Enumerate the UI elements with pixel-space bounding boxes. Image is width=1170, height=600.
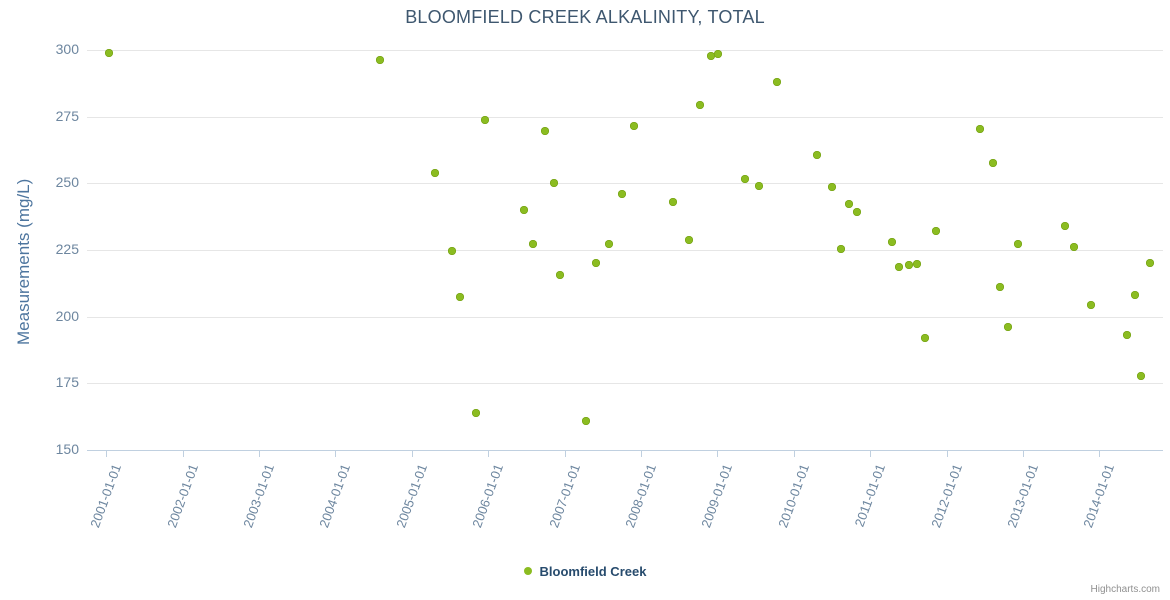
scatter-point[interactable] (105, 49, 114, 58)
scatter-point[interactable] (812, 150, 821, 159)
scatter-point[interactable] (996, 282, 1005, 291)
scatter-point[interactable] (1003, 323, 1012, 332)
scatter-point[interactable] (696, 100, 705, 109)
scatter-point[interactable] (519, 206, 528, 214)
scatter-point[interactable] (1060, 222, 1069, 230)
x-axis-tick-mark (794, 451, 795, 457)
x-axis-tick-mark (259, 451, 260, 457)
x-axis-tick-mark (488, 451, 489, 457)
scatter-point[interactable] (447, 247, 456, 256)
y-axis-tick-label: 275 (55, 107, 79, 124)
scatter-point[interactable] (617, 190, 626, 198)
x-axis-tick-mark (641, 451, 642, 457)
scatter-point[interactable] (853, 207, 862, 216)
x-axis-tick-label: 2004-01-01 (316, 462, 354, 530)
y-axis-tick-label: 300 (55, 41, 79, 57)
y-axis-tick-label: 250 (55, 174, 79, 191)
scatter-point[interactable] (755, 182, 764, 190)
scatter-point[interactable] (904, 260, 913, 269)
x-axis-tick-mark (565, 451, 566, 457)
legend-item-label: Bloomfield Creek (539, 564, 647, 580)
scatter-point[interactable] (887, 238, 896, 247)
x-axis-tick-mark (717, 451, 718, 457)
x-axis-line (87, 450, 1163, 451)
scatter-point[interactable] (668, 198, 677, 206)
x-axis-tick-label: 2003-01-01 (240, 462, 278, 530)
scatter-point[interactable] (549, 178, 558, 187)
x-axis-tick-label: 2001-01-01 (87, 462, 125, 530)
scatter-point[interactable] (913, 260, 922, 269)
scatter-point[interactable] (456, 292, 465, 301)
scatter-point[interactable] (895, 263, 904, 272)
legend-item-bloomfield-creek[interactable]: Bloomfield Creek (523, 563, 647, 580)
y-gridline (87, 117, 1163, 118)
scatter-point[interactable] (920, 334, 929, 342)
y-gridline (87, 50, 1163, 51)
scatter-point[interactable] (844, 200, 853, 209)
scatter-point[interactable] (630, 122, 639, 130)
x-axis-tick-label: 2009-01-01 (698, 462, 736, 530)
x-axis-tick-label: 2002-01-01 (163, 462, 201, 530)
x-axis-tick-mark (870, 451, 871, 457)
x-axis-tick-label: 2013-01-01 (1004, 462, 1042, 530)
scatter-point[interactable] (1130, 291, 1139, 300)
y-axis-tick-label: 175 (55, 374, 79, 391)
scatter-point[interactable] (592, 258, 601, 267)
scatter-point[interactable] (1146, 259, 1155, 268)
scatter-point[interactable] (1137, 371, 1146, 380)
y-gridline (87, 250, 1163, 251)
scatter-point[interactable] (706, 52, 715, 61)
x-axis-tick-label: 2011-01-01 (851, 462, 889, 529)
y-axis-tick-label: 225 (55, 241, 79, 257)
y-gridline (87, 183, 1163, 184)
scatter-point[interactable] (375, 55, 384, 64)
scatter-point[interactable] (931, 227, 940, 236)
scatter-point[interactable] (714, 50, 723, 58)
scatter-point[interactable] (773, 78, 782, 86)
scatter-point[interactable] (541, 126, 550, 135)
x-axis-tick-label: 2014-01-01 (1080, 462, 1118, 530)
scatter-point[interactable] (837, 245, 846, 254)
scatter-point[interactable] (472, 408, 481, 417)
x-axis-tick-mark (1023, 451, 1024, 457)
scatter-point[interactable] (988, 158, 997, 167)
x-axis-tick-mark (1099, 451, 1100, 457)
x-axis-tick-label: 2008-01-01 (622, 462, 659, 530)
credits-link[interactable]: Highcharts.com (1090, 584, 1160, 595)
plot-area (87, 49, 1163, 451)
scatter-point[interactable] (480, 115, 489, 124)
scatter-point[interactable] (1086, 301, 1095, 310)
scatter-point[interactable] (555, 270, 564, 279)
scatter-point[interactable] (1069, 242, 1078, 251)
scatter-point[interactable] (529, 239, 538, 248)
x-axis-tick-label: 2012-01-01 (927, 462, 965, 530)
scatter-point[interactable] (582, 416, 591, 425)
x-axis-tick-mark (183, 451, 184, 457)
y-axis-tick-label: 200 (55, 307, 79, 324)
x-axis-tick-mark (335, 451, 336, 457)
x-axis-tick-label: 2006-01-01 (469, 462, 507, 530)
y-gridline (87, 317, 1163, 318)
x-axis-tick-mark (106, 451, 107, 457)
x-axis-tick-label: 2010-01-01 (775, 462, 812, 530)
y-axis-tick-label: 150 (55, 441, 79, 457)
scatter-point[interactable] (430, 168, 439, 177)
x-axis-tick-mark (947, 451, 948, 457)
chart-legend: Bloomfield Creek (0, 563, 1170, 579)
scatter-point[interactable] (1123, 330, 1132, 339)
scatter-point[interactable] (685, 235, 694, 244)
scatter-point[interactable] (827, 182, 836, 191)
scatter-point[interactable] (1014, 240, 1023, 249)
scatter-point[interactable] (741, 175, 750, 184)
scatter-point[interactable] (604, 240, 613, 249)
y-gridline (87, 383, 1163, 384)
x-axis-tick-mark (412, 451, 413, 457)
legend-marker-icon (523, 566, 532, 575)
chart-title: BLOOMFIELD CREEK ALKALINITY, TOTAL (405, 7, 765, 27)
scatter-point[interactable] (976, 124, 985, 133)
y-axis-labels: 150 175 200 225 250 275 300 (0, 0, 79, 600)
x-axis-tick-label: 2007-01-01 (545, 462, 583, 530)
x-axis-tick-label: 2005-01-01 (393, 462, 430, 530)
